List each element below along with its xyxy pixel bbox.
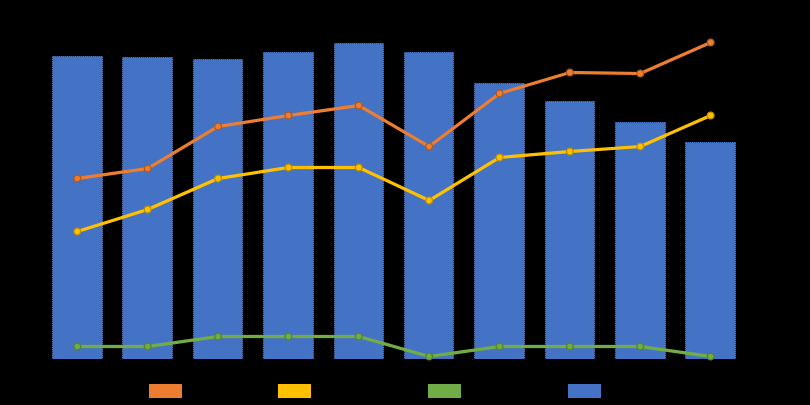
- legend-swatch-yellow-line[interactable]: [277, 384, 311, 398]
- legend-swatch-blue-columns[interactable]: [568, 384, 602, 398]
- legend-swatch-orange-line[interactable]: [149, 384, 182, 398]
- legend-swatch-green-line[interactable]: [427, 384, 461, 398]
